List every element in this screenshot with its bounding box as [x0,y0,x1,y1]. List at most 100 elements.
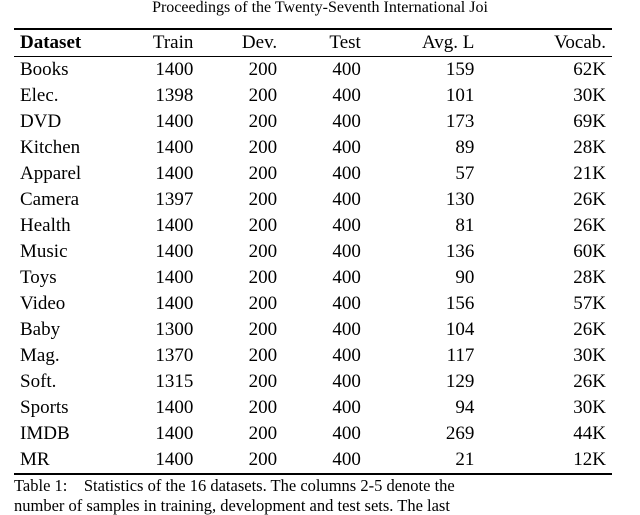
cell-avgl: 94 [367,395,481,421]
cell-train: 1400 [116,291,200,317]
cell-vocab: 62K [480,57,612,84]
cell-dev: 200 [199,83,283,109]
cell-dev: 200 [199,135,283,161]
cell-dataset: Camera [14,187,116,213]
cell-vocab: 30K [480,343,612,369]
cell-test: 400 [283,343,367,369]
cell-avgl: 129 [367,369,481,395]
cell-train: 1398 [116,83,200,109]
cell-test: 400 [283,161,367,187]
cell-test: 400 [283,213,367,239]
cell-dev: 200 [199,109,283,135]
col-header-vocab: Vocab. [480,29,612,57]
cell-test: 400 [283,109,367,135]
table-header-row: Dataset Train Dev. Test Avg. L Vocab. [14,29,612,57]
cell-dataset: Sports [14,395,116,421]
table-row: Music 1400 200 400 136 60K [14,239,612,265]
cell-test: 400 [283,421,367,447]
cell-vocab: 60K [480,239,612,265]
cell-dataset: Music [14,239,116,265]
cell-vocab: 30K [480,395,612,421]
cell-test: 400 [283,395,367,421]
col-header-train: Train [116,29,200,57]
cell-test: 400 [283,265,367,291]
table-row: Kitchen 1400 200 400 89 28K [14,135,612,161]
table-body: Books 1400 200 400 159 62K Elec. 1398 20… [14,57,612,475]
cell-test: 400 [283,135,367,161]
cell-test: 400 [283,369,367,395]
cell-dataset: MR [14,447,116,474]
running-header: Proceedings of the Twenty-Seventh Intern… [0,0,640,16]
cell-avgl: 136 [367,239,481,265]
cell-avgl: 130 [367,187,481,213]
table-row: DVD 1400 200 400 173 69K [14,109,612,135]
cell-vocab: 28K [480,135,612,161]
caption-line-2: number of samples in training, developme… [14,496,450,515]
cell-avgl: 89 [367,135,481,161]
cell-dataset: Health [14,213,116,239]
cell-dev: 200 [199,161,283,187]
cell-dev: 200 [199,57,283,84]
table-row: Elec. 1398 200 400 101 30K [14,83,612,109]
table-container: Dataset Train Dev. Test Avg. L Vocab. Bo… [14,28,612,475]
cell-vocab: 30K [480,83,612,109]
table-row: Video 1400 200 400 156 57K [14,291,612,317]
cell-avgl: 21 [367,447,481,474]
cell-avgl: 156 [367,291,481,317]
col-header-avgl: Avg. L [367,29,481,57]
cell-train: 1400 [116,161,200,187]
cell-vocab: 57K [480,291,612,317]
cell-test: 400 [283,447,367,474]
cell-train: 1400 [116,213,200,239]
cell-dev: 200 [199,265,283,291]
table-row: Apparel 1400 200 400 57 21K [14,161,612,187]
cell-test: 400 [283,317,367,343]
cell-dev: 200 [199,213,283,239]
cell-dataset: DVD [14,109,116,135]
cell-train: 1400 [116,421,200,447]
cell-dev: 200 [199,421,283,447]
table-row: Camera 1397 200 400 130 26K [14,187,612,213]
col-header-test: Test [283,29,367,57]
cell-train: 1370 [116,343,200,369]
cell-dev: 200 [199,447,283,474]
cell-dev: 200 [199,395,283,421]
cell-vocab: 21K [480,161,612,187]
cell-dataset: Kitchen [14,135,116,161]
cell-vocab: 26K [480,369,612,395]
cell-train: 1315 [116,369,200,395]
cell-dataset: Mag. [14,343,116,369]
caption-line-1: Table 1: Statistics of the 16 datasets. … [14,476,455,495]
table-row: Soft. 1315 200 400 129 26K [14,369,612,395]
cell-dataset: Baby [14,317,116,343]
cell-vocab: 28K [480,265,612,291]
cell-vocab: 26K [480,187,612,213]
cell-dataset: Apparel [14,161,116,187]
cell-dev: 200 [199,239,283,265]
cell-dataset: Video [14,291,116,317]
cell-dataset: Toys [14,265,116,291]
cell-dev: 200 [199,369,283,395]
cell-train: 1400 [116,447,200,474]
table-row: Baby 1300 200 400 104 26K [14,317,612,343]
cell-train: 1400 [116,57,200,84]
cell-vocab: 69K [480,109,612,135]
col-header-dataset: Dataset [14,29,116,57]
cell-dataset: Books [14,57,116,84]
cell-test: 400 [283,239,367,265]
cell-train: 1397 [116,187,200,213]
cell-test: 400 [283,187,367,213]
col-header-dev: Dev. [199,29,283,57]
cell-avgl: 104 [367,317,481,343]
cell-avgl: 101 [367,83,481,109]
cell-avgl: 81 [367,213,481,239]
table-row: Mag. 1370 200 400 117 30K [14,343,612,369]
cell-avgl: 57 [367,161,481,187]
cell-test: 400 [283,57,367,84]
table-caption: Table 1: Statistics of the 16 datasets. … [14,476,626,515]
cell-dataset: Elec. [14,83,116,109]
table-row: Toys 1400 200 400 90 28K [14,265,612,291]
cell-avgl: 90 [367,265,481,291]
cell-vocab: 26K [480,317,612,343]
cell-train: 1400 [116,395,200,421]
